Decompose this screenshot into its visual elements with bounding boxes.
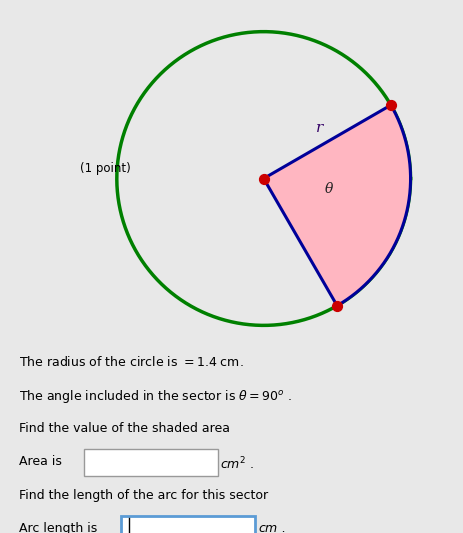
- Text: $cm^2$ .: $cm^2$ .: [220, 455, 254, 472]
- Point: [333, 302, 340, 310]
- Point: [386, 101, 394, 109]
- Text: The angle included in the sector is $\theta = 90^o$ .: The angle included in the sector is $\th…: [19, 388, 291, 405]
- Text: Find the value of the shaded area: Find the value of the shaded area: [19, 422, 229, 435]
- FancyBboxPatch shape: [120, 516, 255, 533]
- Text: θ: θ: [324, 182, 332, 196]
- Text: The radius of the circle is $= 1.4$ cm.: The radius of the circle is $= 1.4$ cm.: [19, 354, 243, 368]
- FancyBboxPatch shape: [83, 449, 218, 477]
- Text: Area is: Area is: [19, 455, 61, 469]
- Text: $cm$ .: $cm$ .: [257, 522, 284, 533]
- Text: (1 point): (1 point): [80, 161, 131, 174]
- Text: r: r: [316, 120, 323, 135]
- Text: Arc length is: Arc length is: [19, 522, 97, 533]
- Polygon shape: [263, 105, 410, 306]
- Text: Find the length of the arc for this sector: Find the length of the arc for this sect…: [19, 489, 267, 502]
- Point: [259, 174, 267, 183]
